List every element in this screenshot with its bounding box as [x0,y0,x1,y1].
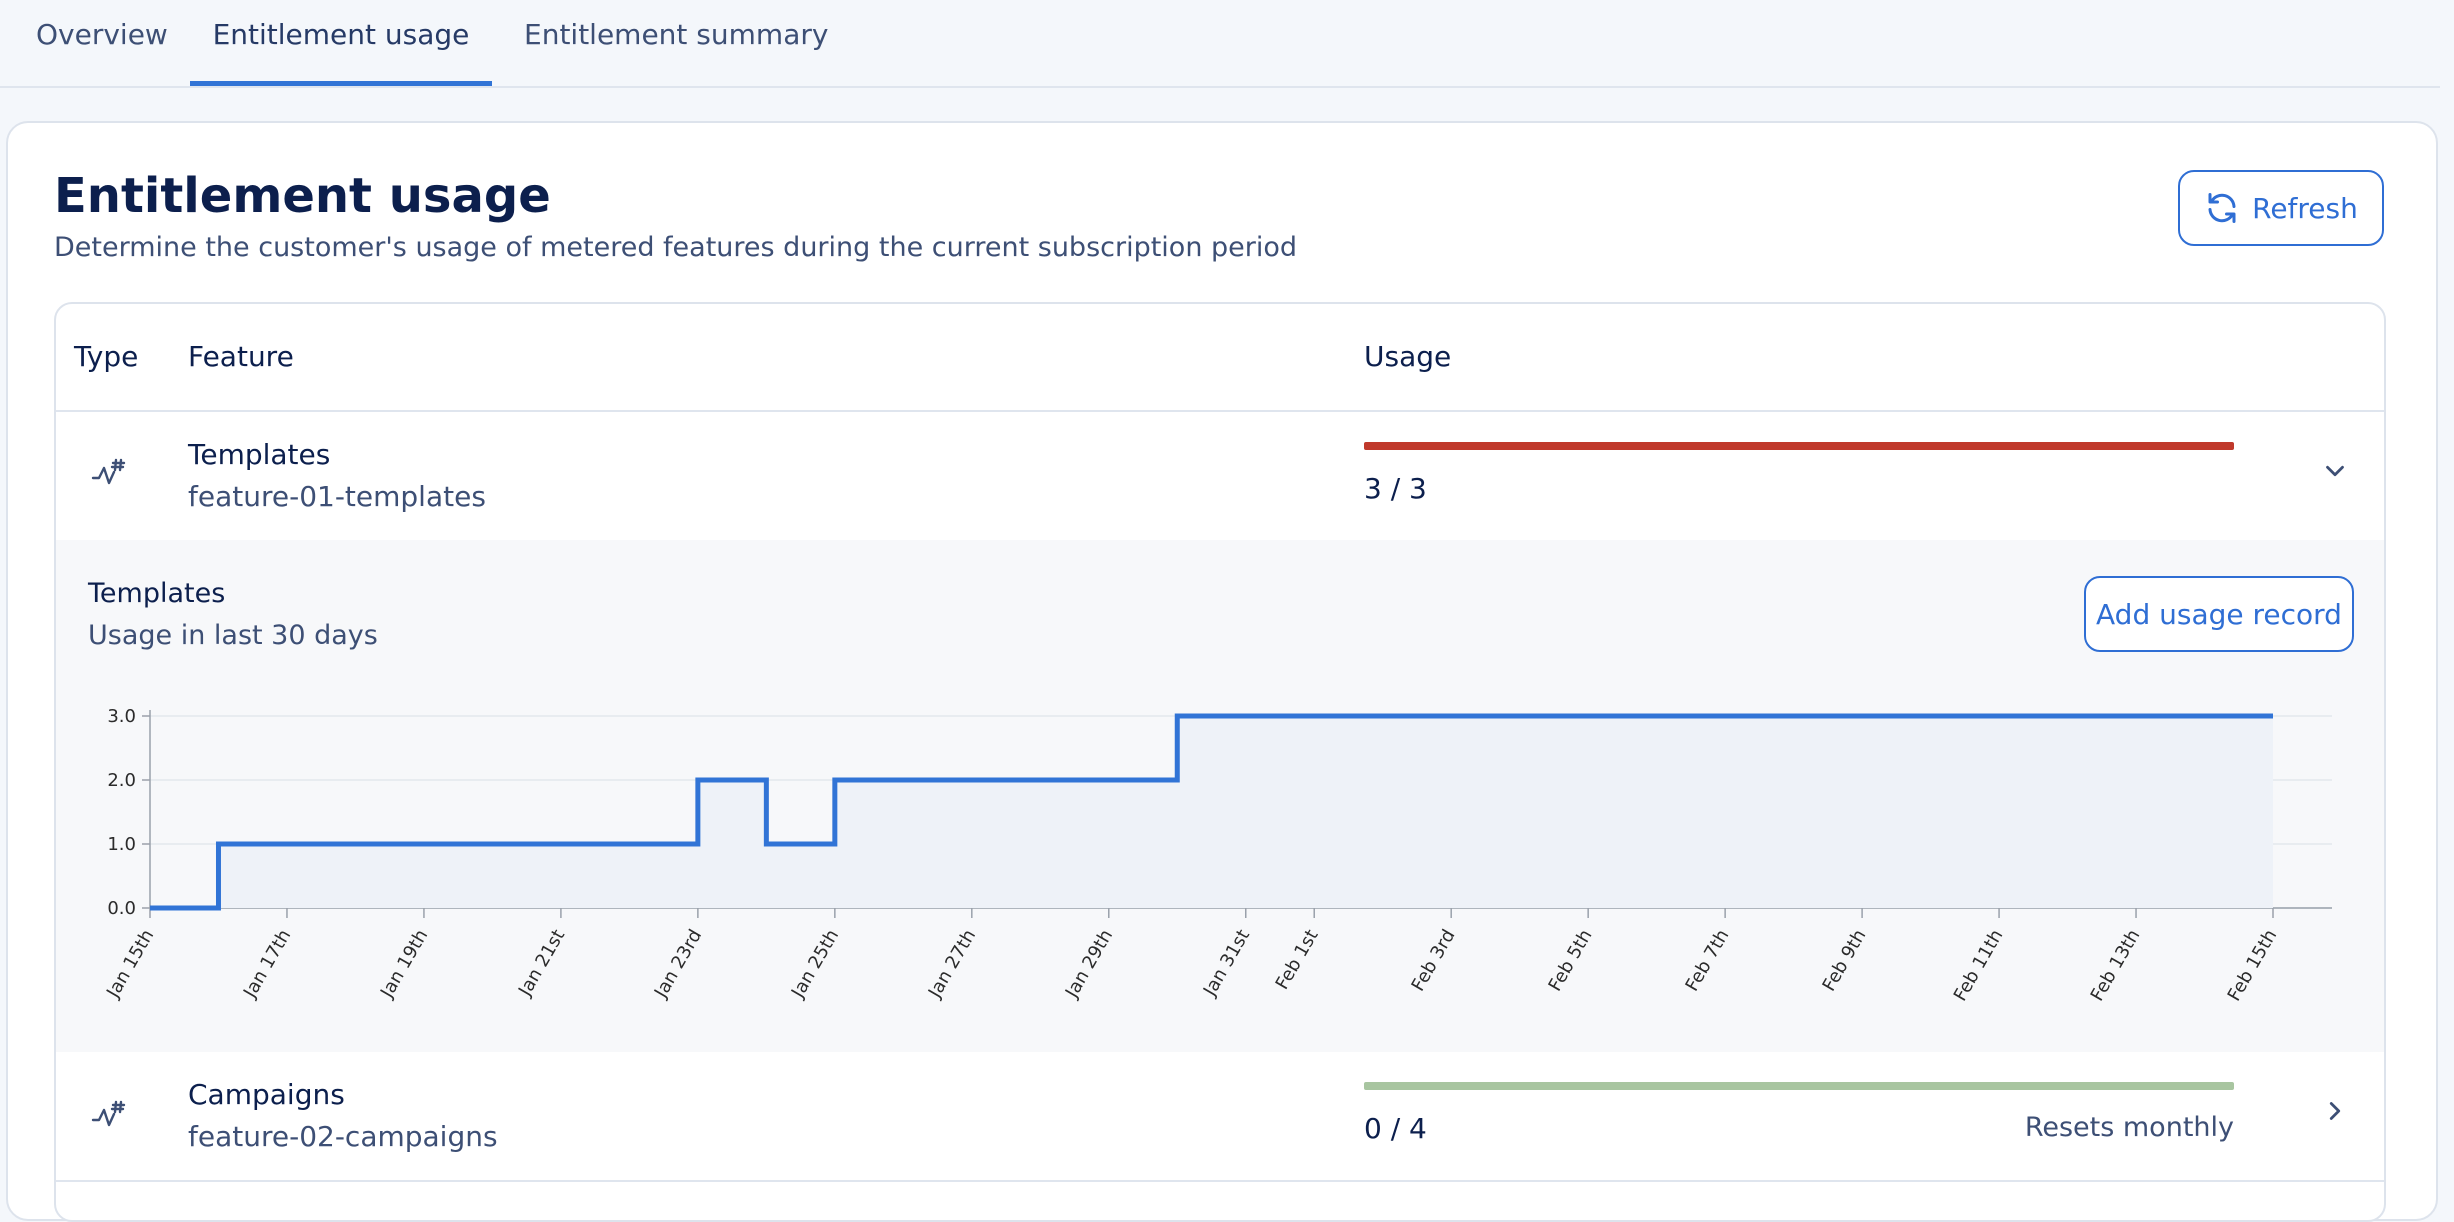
x-tick-label: Jan 31st [1199,926,1254,1000]
usage-line-chart: 0.0 1.0 2.0 3.0 Jan 15th Jan 17th Jan 19th Jan … [102,706,2332,1005]
x-tick-label: Jan 19th [376,926,432,1002]
divider [56,1180,2384,1182]
tab-overview[interactable]: Overview [36,18,168,86]
reset-period: Resets monthly [2024,1112,2234,1143]
series-line [150,713,2273,911]
series-area [150,716,2273,908]
x-tick-label: Feb 5th [1545,926,1597,995]
entitlements-table: Type Feature Usage Templates feature-01-… [54,302,2386,1222]
y-tick-label: 3.0 [107,706,136,727]
header-feature: Feature [188,340,294,373]
page-subtitle: Determine the customer's usage of metere… [54,232,1298,263]
x-tick-label: Jan 15th [102,926,158,1002]
header-usage: Usage [1364,340,1452,373]
x-tick-label: Feb 15th [2224,926,2282,1005]
refresh-button[interactable]: Refresh [2178,170,2384,246]
feature-name: Templates [188,438,331,471]
x-tick-label: Feb 1st [1272,926,1323,993]
feature-id: feature-01-templates [188,480,486,513]
x-tick-label: Jan 25th [787,926,843,1002]
tab-label: Entitlement summary [524,18,829,51]
x-tick-label: Jan 23rd [650,926,706,1002]
chevron-right-icon[interactable] [2320,1096,2350,1126]
panel-subtitle: Usage in last 30 days [88,620,378,651]
add-usage-record-label: Add usage record [2096,597,2342,631]
y-tick-label: 1.0 [107,834,136,855]
metered-feature-icon [91,1100,126,1127]
usage-bar-fill [1364,442,2234,450]
usage-bar [1364,1082,2234,1090]
refresh-label: Refresh [2252,191,2358,225]
x-tick-label: Feb 13th [2087,926,2145,1005]
usage-count: 0 / 4 [1364,1112,1427,1145]
y-tick-label: 2.0 [107,770,136,791]
x-tick-label: Feb 9th [1818,926,1870,995]
usage-count: 3 / 3 [1364,472,1427,505]
feature-name: Campaigns [188,1078,345,1111]
tab-entitlement-summary[interactable]: Entitlement summary [524,18,828,86]
x-tick-label: Feb 3rd [1408,926,1460,995]
x-tick-label: Jan 27th [924,926,980,1002]
x-tick-label: Feb 11th [1950,926,2008,1005]
y-tick-label: 0.0 [107,898,136,919]
tab-bar: Overview Entitlement usage Entitlement s… [0,0,2440,88]
add-usage-record-button[interactable]: Add usage record [2084,576,2354,652]
usage-bar [1364,442,2234,450]
chevron-down-icon[interactable] [2320,456,2350,486]
x-tick-label: Jan 21st [514,926,569,1000]
tab-label: Overview [36,18,168,51]
tab-entitlement-usage[interactable]: Entitlement usage [190,18,492,86]
panel-title: Templates [88,578,226,609]
refresh-icon [2208,193,2236,223]
x-tick-label: Jan 29th [1061,926,1117,1002]
divider [56,410,2384,412]
tab-label: Entitlement usage [212,18,470,51]
usage-chart-panel: Templates Usage in last 30 days Add usag… [56,540,2384,1052]
x-tick-label: Jan 17th [239,926,295,1002]
feature-id: feature-02-campaigns [188,1120,498,1153]
page-title: Entitlement usage [54,168,551,224]
x-tick-label: Feb 7th [1682,926,1734,995]
header-type: Type [74,340,139,373]
metered-feature-icon [91,458,126,485]
